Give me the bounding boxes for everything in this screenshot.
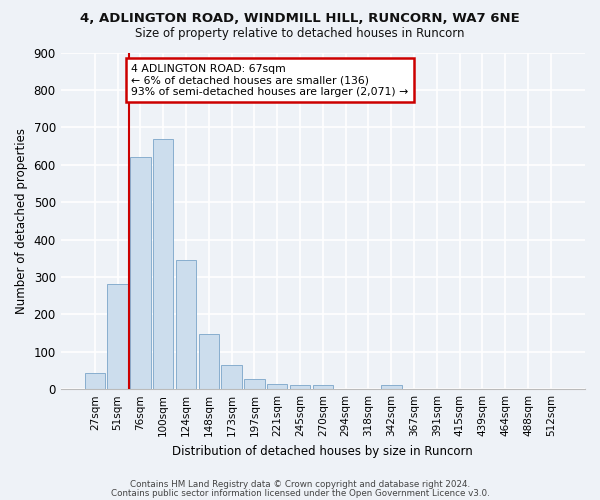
Text: 4 ADLINGTON ROAD: 67sqm
← 6% of detached houses are smaller (136)
93% of semi-de: 4 ADLINGTON ROAD: 67sqm ← 6% of detached… [131,64,409,97]
Bar [290,384,310,389]
Text: Contains public sector information licensed under the Open Government Licence v3: Contains public sector information licen… [110,488,490,498]
Y-axis label: Number of detached properties: Number of detached properties [15,128,28,314]
Bar [313,384,333,389]
Bar [244,378,265,389]
Bar [153,138,173,389]
Text: Size of property relative to detached houses in Runcorn: Size of property relative to detached ho… [135,28,465,40]
Bar [267,384,287,389]
Bar [221,365,242,389]
Bar [199,334,219,389]
Bar [130,157,151,389]
Text: 4, ADLINGTON ROAD, WINDMILL HILL, RUNCORN, WA7 6NE: 4, ADLINGTON ROAD, WINDMILL HILL, RUNCOR… [80,12,520,26]
Bar [85,374,105,389]
Bar [107,284,128,389]
X-axis label: Distribution of detached houses by size in Runcorn: Distribution of detached houses by size … [172,444,473,458]
Bar [176,260,196,389]
Text: Contains HM Land Registry data © Crown copyright and database right 2024.: Contains HM Land Registry data © Crown c… [130,480,470,489]
Bar [381,386,401,389]
